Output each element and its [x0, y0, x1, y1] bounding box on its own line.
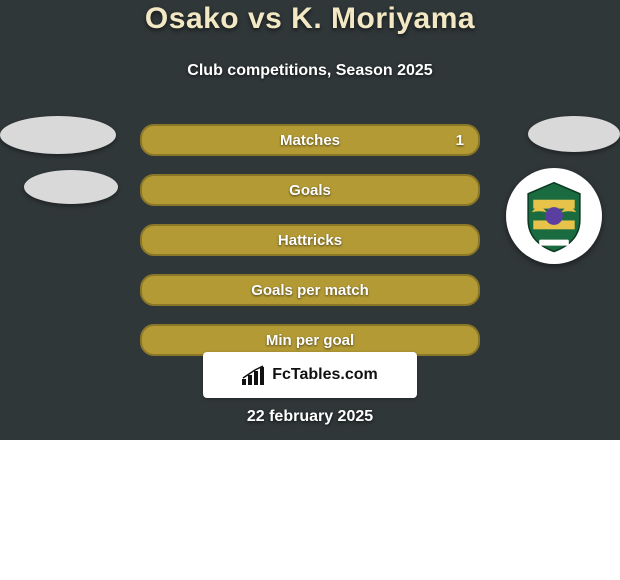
stat-label: Hattricks: [278, 232, 342, 249]
stat-label: Matches: [280, 132, 340, 149]
stat-row-hattricks: Hattricks: [140, 224, 480, 256]
stat-label: Goals: [289, 182, 331, 199]
silhouette-icon: [24, 170, 118, 204]
brand-text: FcTables.com: [272, 366, 378, 384]
stat-label: Min per goal: [266, 332, 354, 349]
stat-row-matches: Matches 1: [140, 124, 480, 156]
silhouette-icon: [0, 116, 116, 154]
club-crest-icon: [517, 179, 591, 253]
brand-box[interactable]: FcTables.com: [203, 352, 417, 398]
fctables-bars-icon: [242, 365, 268, 385]
page-title: Osako vs K. Moriyama: [0, 2, 620, 36]
footer-date: 22 february 2025: [0, 408, 620, 426]
stat-row-goals-per-match: Goals per match: [140, 274, 480, 306]
silhouette-icon: [528, 116, 620, 152]
stats-list: Matches 1 Goals Hattricks Goals per matc…: [140, 124, 480, 374]
club-crest-badge: [506, 168, 602, 264]
comparison-card: Osako vs K. Moriyama Club competitions, …: [0, 0, 620, 440]
stat-label: Goals per match: [251, 282, 369, 299]
stat-value: 1: [456, 132, 464, 149]
page-subtitle: Club competitions, Season 2025: [0, 62, 620, 80]
stat-row-goals: Goals: [140, 174, 480, 206]
